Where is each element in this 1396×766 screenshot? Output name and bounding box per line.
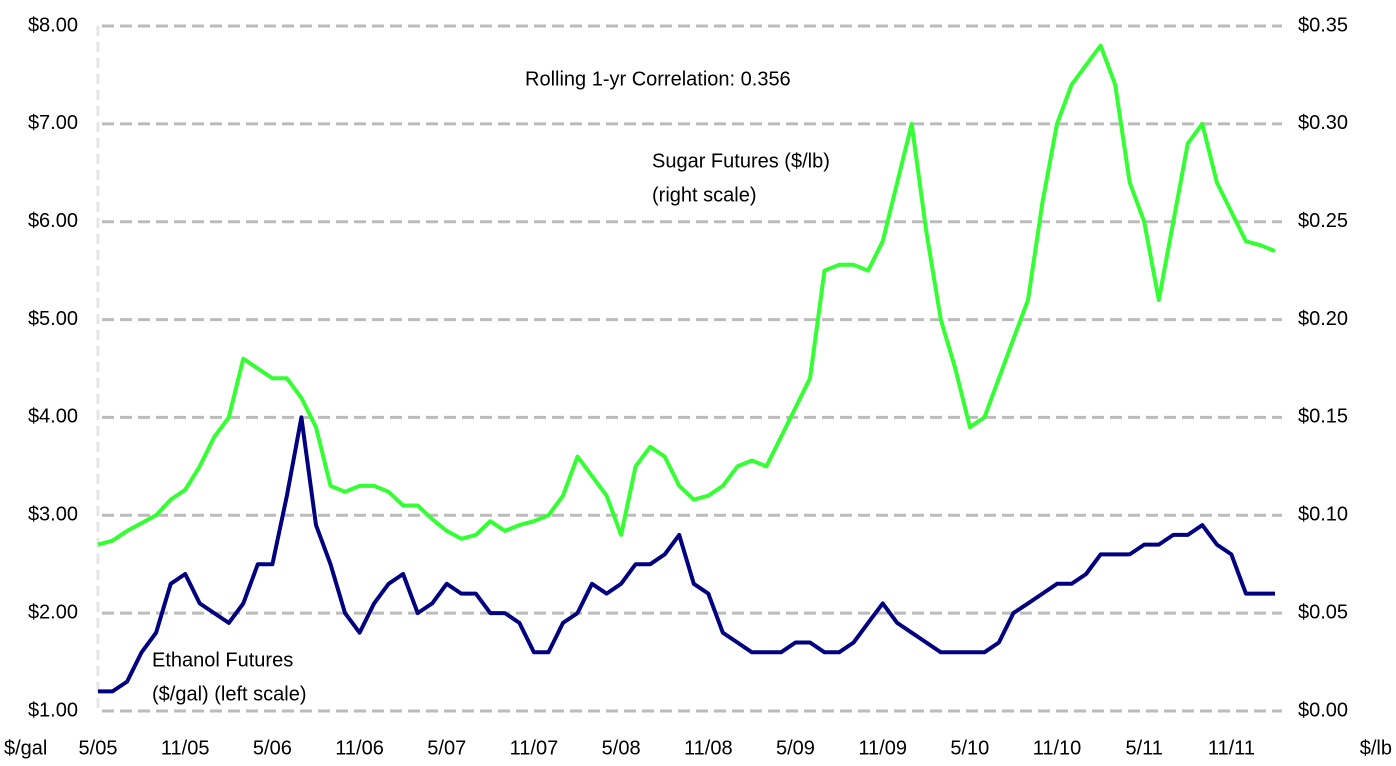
x-tick-label: 5/11 (1125, 737, 1162, 759)
x-tick-label: 5/05 (79, 737, 118, 759)
y2-tick-label: $0.25 (1298, 210, 1348, 232)
y-tick-label: $4.00 (28, 406, 78, 428)
y-tick-label: $1.00 (28, 699, 78, 721)
x-tick-label: 11/09 (858, 737, 907, 759)
y2-tick-label: $0.35 (1298, 14, 1348, 36)
y-tick-label: $5.00 (28, 308, 78, 330)
y2-tick-label: $0.20 (1298, 308, 1348, 330)
x-tick-label: 5/07 (427, 737, 466, 759)
y2-tick-label: $0.10 (1298, 504, 1348, 526)
y-tick-label: $7.00 (28, 112, 78, 134)
series-line (97, 43, 1276, 547)
x-tick-label: 11/11 (1208, 737, 1255, 759)
series-note: ($/gal) (left scale) (152, 683, 307, 705)
y2-unit-label: $/lb (1360, 737, 1392, 759)
x-tick-label: 11/10 (1033, 737, 1082, 759)
x-tick-label: 5/08 (602, 737, 641, 759)
series-note: (right scale) (652, 184, 756, 206)
y2-tick-label: $0.00 (1298, 699, 1348, 721)
x-tick-label: 11/07 (510, 737, 559, 759)
series-label: Sugar Futures ($/lb) (652, 150, 830, 172)
y-tick-label: $6.00 (28, 210, 78, 232)
x-tick-label: 11/08 (684, 737, 733, 759)
y-tick-label: $8.00 (28, 14, 78, 36)
y2-tick-label: $0.30 (1298, 112, 1348, 134)
series-label: Ethanol Futures (152, 649, 293, 671)
y2-tick-label: $0.05 (1298, 601, 1348, 623)
x-tick-label: 5/06 (253, 737, 292, 759)
y-unit-label: $/gal (4, 737, 47, 759)
y2-tick-label: $0.15 (1298, 406, 1348, 428)
x-tick-label: 11/06 (335, 737, 384, 759)
y-tick-label: $2.00 (28, 601, 78, 623)
annotation: Rolling 1-yr Correlation: 0.356 (525, 68, 791, 90)
x-tick-label: 5/10 (950, 737, 989, 759)
x-tick-label: 11/05 (161, 737, 210, 759)
series-line (98, 415, 1275, 694)
y-tick-label: $3.00 (28, 504, 78, 526)
x-tick-label: 5/09 (776, 737, 815, 759)
